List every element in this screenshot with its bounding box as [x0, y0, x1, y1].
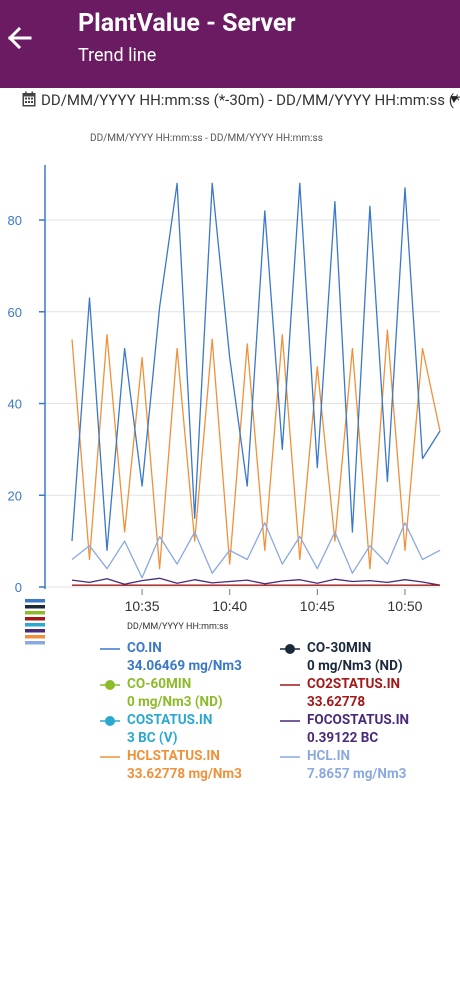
series-line-co-in	[71, 182, 441, 551]
series-line-focostatus-in	[71, 577, 441, 586]
back-button[interactable]	[6, 20, 36, 56]
time-range-text: DD/MM/YYYY HH:mm:ss (*-30m) - DD/MM/YYYY…	[41, 91, 460, 109]
legend-series-value: 33.62778 mg/Nm3	[127, 766, 242, 782]
legend-dot-marker	[280, 644, 300, 654]
legend-dot-marker	[100, 680, 120, 690]
legend-series-value: 0 mg/Nm3 (ND)	[127, 694, 223, 710]
legend-item[interactable]: CO-30MIN 0 mg/Nm3 (ND)	[279, 640, 459, 676]
legend-swatch	[25, 605, 45, 609]
trend-chart[interactable]: 0 20 40 60 80 10:35 10:40 10:45 10:50	[0, 150, 460, 650]
app-bar: PlantValue - Server Trend line	[0, 0, 460, 88]
legend-series-value: 0 mg/Nm3 (ND)	[307, 658, 403, 674]
x-tick-label: 10:35	[125, 598, 160, 614]
x-axis-title: DD/MM/YYYY HH:mm:ss	[127, 622, 229, 632]
legend-line-marker	[280, 756, 300, 758]
y-tick-label: 20	[8, 488, 22, 503]
chart-title: DD/MM/YYYY HH:mm:ss - DD/MM/YYYY HH:mm:s…	[90, 133, 323, 144]
legend-swatch	[25, 635, 45, 639]
legend-series-name: HCL.IN	[307, 748, 351, 764]
legend-series-name: HCLSTATUS.IN	[127, 748, 220, 764]
series-line-hclstatus-in	[71, 329, 441, 570]
legend-item[interactable]: CO.IN 34.06469 mg/Nm3	[99, 640, 279, 676]
legend-line-marker	[280, 720, 300, 722]
legend-series-name: CO.IN	[127, 640, 162, 656]
series-line-hcl-in	[71, 522, 441, 579]
legend-series-value: 7.8657 mg/Nm3	[307, 766, 407, 782]
x-tick-label: 10:45	[300, 598, 335, 614]
legend-series-value: 3 BC (V)	[127, 730, 178, 746]
legend-item[interactable]: CO2STATUS.IN 33.62778	[279, 676, 459, 712]
legend-series-name: CO-60MIN	[127, 676, 192, 692]
legend-item[interactable]: HCL.IN 7.8657 mg/Nm3	[279, 748, 459, 784]
x-tick-label: 10:50	[387, 598, 422, 614]
legend-swatch	[25, 611, 45, 615]
legend-item[interactable]: FOCOSTATUS.IN 0.39122 BC	[279, 712, 459, 748]
arrow-left-icon	[7, 26, 32, 50]
legend-swatch	[25, 623, 45, 627]
legend-swatch	[25, 617, 45, 621]
legend-swatch	[25, 629, 45, 633]
legend-series-name: COSTATUS.IN	[127, 712, 213, 728]
y-tick-label: 60	[8, 305, 22, 320]
legend-item[interactable]: COSTATUS.IN 3 BC (V)	[99, 712, 279, 748]
page-subtitle: Trend line	[78, 45, 157, 66]
legend-series-value: 0.39122 BC	[307, 730, 379, 746]
legend-line-marker	[100, 756, 120, 758]
legend-dot-marker	[100, 716, 120, 726]
legend-item[interactable]: CO-60MIN 0 mg/Nm3 (ND)	[99, 676, 279, 712]
x-tick-label: 10:40	[212, 598, 247, 614]
time-range-selector[interactable]: DD/MM/YYYY HH:mm:ss (*-30m) - DD/MM/YYYY…	[22, 90, 460, 112]
y-tick-label: 80	[8, 213, 22, 228]
y-tick-label: 40	[8, 397, 22, 412]
legend-swatch	[25, 599, 45, 603]
legend-swatch	[25, 641, 45, 645]
dropdown-arrow-icon: ▼	[448, 92, 460, 106]
y-tick-label: 0	[15, 580, 22, 595]
legend-series-name: FOCOSTATUS.IN	[307, 712, 410, 728]
legend-series-value: 34.06469 mg/Nm3	[127, 658, 242, 674]
legend-series-name: CO2STATUS.IN	[307, 676, 401, 692]
chart-legend: CO.IN 34.06469 mg/Nm3 CO-30MIN 0 mg/Nm3 (ND…	[0, 640, 460, 790]
legend-line-marker	[280, 684, 300, 686]
legend-series-name: CO-30MIN	[307, 640, 372, 656]
calendar-icon	[22, 91, 36, 107]
legend-series-value: 33.62778	[307, 694, 366, 710]
legend-item[interactable]: HCLSTATUS.IN 33.62778 mg/Nm3	[99, 748, 279, 784]
page-title: PlantValue - Server	[78, 9, 296, 38]
legend-line-marker	[100, 648, 120, 650]
